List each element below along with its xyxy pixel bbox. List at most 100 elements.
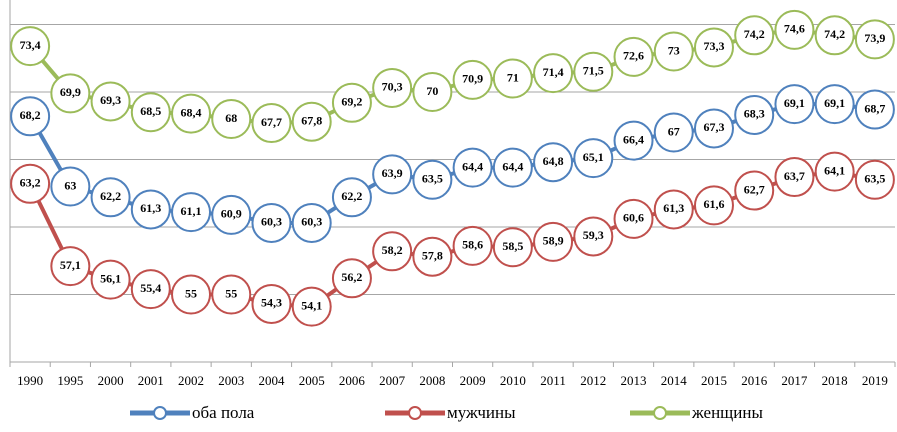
data-label: 61,6 [703, 197, 724, 211]
marker [774, 84, 815, 125]
data-label: 54,1 [301, 298, 322, 312]
marker [331, 82, 372, 123]
data-label: 68,7 [864, 101, 885, 115]
data-label: 73 [668, 43, 680, 57]
data-label: 71,4 [543, 65, 564, 79]
data-label: 74,2 [744, 27, 765, 41]
marker [331, 177, 372, 218]
data-label: 67 [668, 124, 680, 138]
data-label: 73,9 [864, 31, 885, 45]
data-label: 63,7 [784, 169, 805, 183]
marker [372, 154, 413, 195]
marker [693, 108, 734, 149]
data-label: 69,9 [60, 85, 81, 99]
x-tick-label: 1990 [17, 373, 43, 388]
marker [211, 274, 252, 315]
data-label: 70,3 [382, 80, 403, 94]
data-label: 55 [225, 286, 237, 300]
data-label: 65,1 [583, 150, 604, 164]
x-tick-label: 2018 [822, 373, 848, 388]
marker [693, 27, 734, 68]
data-label: 69,1 [824, 96, 845, 110]
data-label: 59,3 [583, 228, 604, 242]
data-label: 67,3 [703, 120, 724, 134]
x-tick-label: 2001 [138, 373, 164, 388]
marker [653, 112, 694, 153]
data-label: 54,3 [261, 296, 282, 310]
x-tick-label: 2004 [258, 373, 285, 388]
marker [211, 99, 252, 139]
data-label: 68,3 [744, 107, 765, 121]
marker [291, 101, 332, 142]
marker [573, 51, 614, 92]
marker [613, 120, 654, 161]
data-label: 71,5 [583, 64, 604, 78]
marker [734, 170, 775, 211]
data-label: 58,6 [462, 238, 483, 252]
marker [251, 283, 292, 324]
series-line [28, 169, 876, 309]
data-label: 69,3 [100, 93, 121, 107]
marker [130, 269, 171, 310]
marker [50, 166, 91, 207]
marker [90, 177, 131, 218]
data-label: 58,2 [382, 243, 403, 257]
marker [50, 246, 91, 287]
data-label: 55 [185, 286, 197, 300]
marker [533, 53, 574, 94]
data-label: 60,3 [301, 215, 322, 229]
data-label: 64,8 [543, 154, 564, 168]
data-label: 58,9 [543, 234, 564, 248]
series-line [28, 102, 876, 225]
marker [573, 138, 614, 179]
data-label: 68 [225, 111, 237, 125]
x-tick-label: 2014 [661, 373, 688, 388]
marker [734, 94, 775, 135]
x-tick-label: 2016 [741, 373, 768, 388]
marker [10, 96, 51, 137]
data-label: 60,9 [221, 207, 242, 221]
marker [90, 259, 131, 300]
marker [291, 286, 332, 327]
x-tick-label: 2006 [339, 373, 366, 388]
marker [171, 274, 212, 315]
marker [693, 185, 734, 226]
data-label: 67,7 [261, 115, 282, 129]
marker [412, 159, 453, 200]
data-label: 69,2 [341, 95, 362, 109]
x-tick-label: 2007 [379, 373, 406, 388]
marker [372, 67, 413, 108]
data-label: 63,2 [20, 176, 41, 190]
data-label: 63,9 [382, 166, 403, 180]
marker [171, 93, 212, 134]
marker [171, 192, 212, 233]
legend-label: мужчины [447, 403, 516, 422]
marker [251, 202, 292, 243]
x-tick-label: 2019 [862, 373, 888, 388]
marker [854, 89, 895, 130]
legend-label: женщины [691, 403, 763, 422]
marker [613, 36, 654, 77]
x-tick-label: 1995 [57, 373, 83, 388]
marker [814, 15, 855, 56]
data-label: 62,2 [100, 189, 121, 203]
data-label: 74,6 [784, 22, 805, 36]
marker [130, 189, 171, 230]
data-label: 61,3 [663, 201, 684, 215]
legend-label: оба пола [192, 403, 255, 422]
data-label: 69,1 [784, 96, 805, 110]
x-tick-label: 2017 [781, 373, 808, 388]
data-label: 72,6 [623, 49, 644, 63]
x-tick-label: 2000 [98, 373, 124, 388]
data-label: 73,4 [20, 38, 41, 52]
data-label: 63 [64, 178, 76, 192]
marker [613, 198, 654, 239]
data-label: 61,3 [140, 201, 161, 215]
x-tick-label: 2008 [419, 373, 445, 388]
data-label: 70 [426, 84, 438, 98]
data-label: 68,2 [20, 108, 41, 122]
data-label: 73,3 [703, 39, 724, 53]
x-tick-label: 2005 [299, 373, 325, 388]
marker [533, 221, 574, 262]
